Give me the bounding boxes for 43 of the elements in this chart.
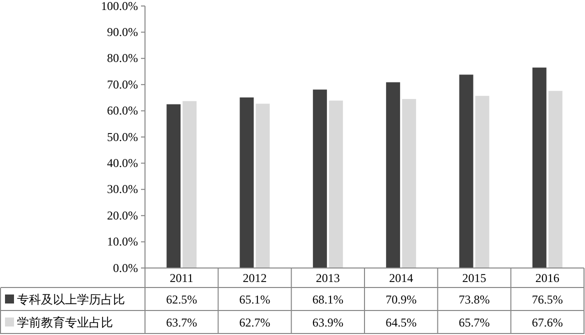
bar bbox=[328, 100, 343, 268]
legend-label: 专科及以上学历占比 bbox=[17, 292, 125, 306]
data-label: 68.1% bbox=[312, 292, 344, 306]
y-tick-label: 30.0% bbox=[107, 182, 138, 196]
bar bbox=[402, 99, 416, 268]
x-tick-label: 2013 bbox=[316, 271, 340, 285]
bar bbox=[532, 68, 546, 268]
x-tick-label: 2014 bbox=[389, 271, 414, 285]
x-tick-label: 2011 bbox=[170, 271, 194, 285]
y-tick-label: 70.0% bbox=[107, 77, 138, 92]
bar bbox=[312, 90, 327, 268]
data-label: 67.6% bbox=[532, 316, 563, 330]
x-tick-label: 2012 bbox=[242, 271, 267, 285]
x-tick-label: 2015 bbox=[462, 271, 486, 285]
data-label: 73.8% bbox=[458, 292, 490, 306]
data-label: 70.9% bbox=[386, 292, 417, 306]
data-label: 65.1% bbox=[239, 292, 270, 306]
bar bbox=[475, 96, 490, 268]
bar bbox=[386, 82, 400, 268]
x-tick-label: 2016 bbox=[535, 271, 560, 285]
legend-label: 学前教育专业占比 bbox=[17, 316, 113, 330]
bar bbox=[240, 97, 254, 268]
y-tick-label: 60.0% bbox=[107, 104, 138, 118]
bar bbox=[459, 74, 474, 268]
data-label: 65.7% bbox=[458, 316, 490, 330]
bar bbox=[256, 104, 270, 268]
data-label: 64.5% bbox=[386, 316, 417, 330]
bar bbox=[182, 101, 197, 268]
data-label: 62.7% bbox=[239, 316, 270, 330]
bar bbox=[166, 104, 181, 268]
data-label: 76.5% bbox=[532, 292, 563, 306]
y-tick-label: 100.0% bbox=[101, 0, 138, 13]
data-label: 63.9% bbox=[312, 316, 344, 330]
data-label: 63.7% bbox=[166, 316, 198, 330]
y-tick-label: 0.0% bbox=[113, 260, 138, 275]
y-tick-label: 90.0% bbox=[107, 25, 138, 40]
bar bbox=[548, 90, 562, 268]
y-tick-label: 10.0% bbox=[107, 234, 138, 249]
y-tick-label: 20.0% bbox=[107, 208, 138, 222]
y-tick-label: 50.0% bbox=[107, 130, 138, 144]
y-tick-label: 80.0% bbox=[107, 51, 138, 66]
data-label: 62.5% bbox=[166, 292, 198, 306]
y-tick-label: 40.0% bbox=[107, 156, 138, 170]
